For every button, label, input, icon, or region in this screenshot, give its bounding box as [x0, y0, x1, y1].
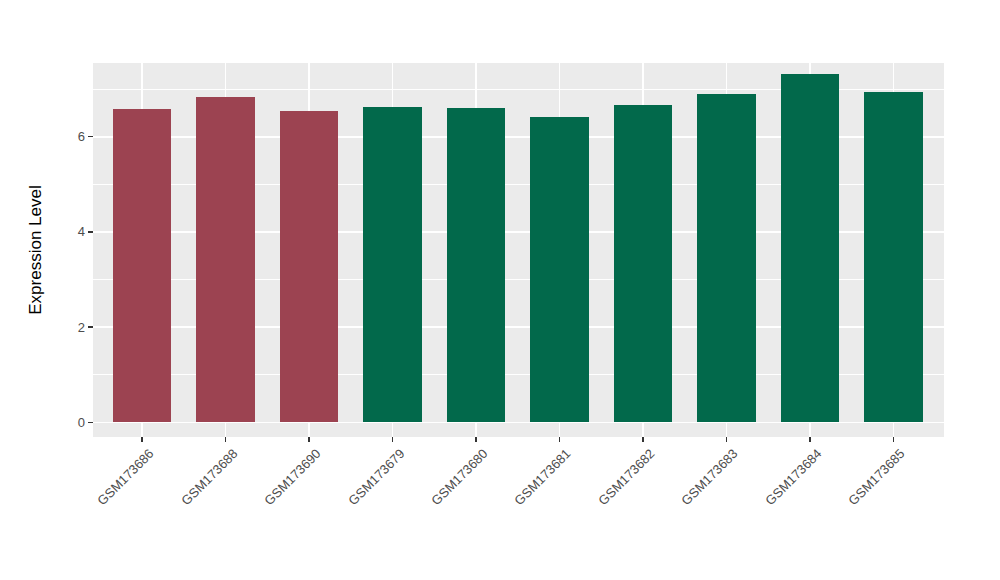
expression-bar-chart: Expression Level 0 2 4 6 GSM173686 GSM173688 G… [0, 0, 1000, 580]
x-tick-label-GSM173683: GSM173683 [679, 446, 741, 508]
x-tick-mark-GSM173684 [809, 437, 811, 442]
y-tick-mark-0 [88, 422, 93, 424]
x-tick-mark-GSM173679 [392, 437, 394, 442]
y-axis-title: Expression Level [26, 185, 46, 314]
bar-GSM173680 [447, 108, 505, 422]
x-tick-mark-GSM173686 [141, 437, 143, 442]
x-tick-mark-GSM173685 [893, 437, 895, 442]
x-tick-mark-GSM173690 [308, 437, 310, 442]
y-tick-label-2: 2 [55, 321, 85, 334]
plot-panel [93, 63, 944, 437]
bar-GSM173686 [113, 109, 171, 422]
y-tick-mark-6 [88, 136, 93, 138]
y-tick-mark-4 [88, 231, 93, 233]
x-tick-label-GSM173680: GSM173680 [428, 446, 490, 508]
y-tick-label-0: 0 [55, 416, 85, 429]
bar-GSM173683 [697, 94, 755, 422]
y-tick-mark-2 [88, 326, 93, 328]
x-tick-label-GSM173688: GSM173688 [178, 446, 240, 508]
bar-GSM173684 [781, 74, 839, 423]
x-tick-label-GSM173690: GSM173690 [261, 446, 323, 508]
x-tick-label-GSM173679: GSM173679 [345, 446, 407, 508]
bar-GSM173685 [864, 92, 922, 422]
x-tick-mark-GSM173681 [559, 437, 561, 442]
bar-GSM173688 [196, 97, 254, 422]
x-tick-label-GSM173682: GSM173682 [595, 446, 657, 508]
y-tick-label-4: 4 [55, 225, 85, 238]
y-tick-label-6: 6 [55, 130, 85, 143]
x-tick-mark-GSM173683 [726, 437, 728, 442]
bar-GSM173679 [363, 107, 421, 422]
bar-GSM173682 [614, 105, 672, 423]
x-tick-mark-GSM173688 [225, 437, 227, 442]
x-tick-label-GSM173686: GSM173686 [94, 446, 156, 508]
bar-GSM173681 [530, 117, 588, 422]
x-tick-label-GSM173685: GSM173685 [846, 446, 908, 508]
x-tick-mark-GSM173680 [475, 437, 477, 442]
bar-GSM173690 [280, 111, 338, 423]
x-tick-label-GSM173681: GSM173681 [512, 446, 574, 508]
x-tick-label-GSM173684: GSM173684 [762, 446, 824, 508]
x-tick-mark-GSM173682 [642, 437, 644, 442]
